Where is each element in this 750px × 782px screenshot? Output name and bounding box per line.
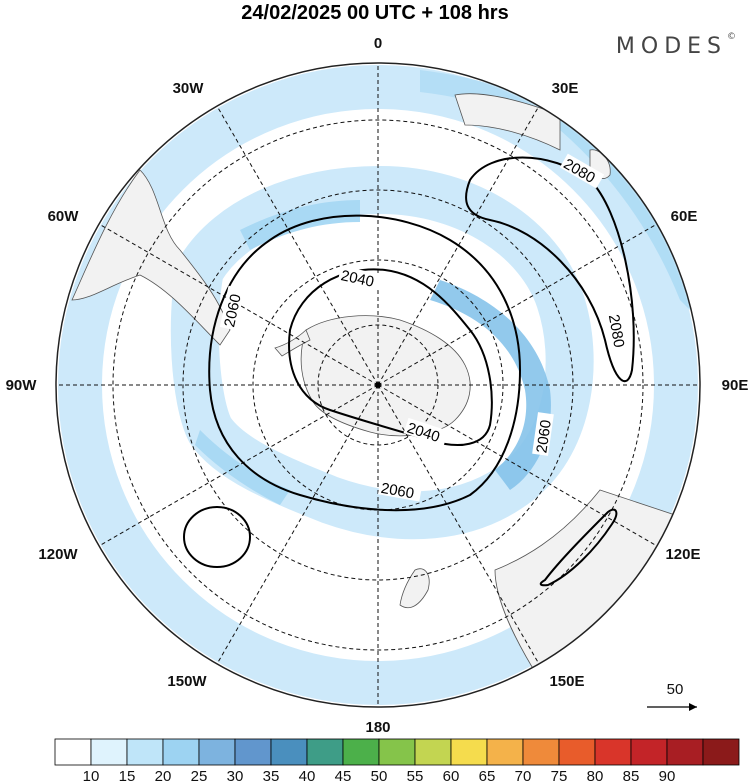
contour-closed-australia (539, 508, 618, 587)
south-america (71, 169, 231, 346)
contour-2040 (288, 268, 493, 446)
colorbar-tick-label: 20 (155, 768, 172, 782)
colorbar-segment (414, 738, 452, 766)
lon-label-120e: 120E (665, 546, 700, 563)
southern-africa (454, 93, 561, 151)
colorbar-tick-label: 50 (371, 768, 388, 782)
colorbar-tick-label: 10 (83, 768, 100, 782)
colorbar-tick-label: 45 (335, 768, 352, 782)
colorbar: 10 15 20 25 30 35 40 45 50 55 60 65 70 75 80 85 90 (54, 738, 740, 782)
colorbar-tick-label: 40 (299, 768, 316, 782)
contour-label: 2060 (221, 292, 245, 328)
contour-label: 2080 (605, 313, 628, 349)
reference-vector-label: 50 (667, 681, 684, 698)
map-title: 24/02/2025 00 UTC + 108 hrs (241, 2, 509, 24)
wind-band-jet-sw (195, 430, 290, 505)
meridians (56, 63, 700, 707)
colorbar-segment (126, 738, 164, 766)
reference-vector: 50 (647, 681, 697, 711)
colorbar-tick-label: 70 (515, 768, 532, 782)
colorbar-segment (522, 738, 560, 766)
colorbar-tick-label: 15 (119, 768, 136, 782)
lon-label-30e: 30E (552, 80, 579, 97)
contour-label: 2060 (380, 480, 416, 503)
contour-closed-sw (183, 506, 251, 568)
colorbar-segment (702, 738, 740, 766)
colorbar-segment (558, 738, 596, 766)
colorbar-segment (90, 738, 128, 766)
colorbar-tick-label: 25 (191, 768, 208, 782)
colorbar-segment (306, 738, 344, 766)
contour-labels: 2080 2080 2040 2060 2040 2060 2060 (219, 153, 630, 503)
lon-label-60e: 60E (671, 208, 698, 225)
antarctic-peninsula (274, 329, 311, 357)
lon-label-120w: 120W (38, 546, 78, 563)
lon-label-150w: 150W (167, 673, 207, 690)
colorbar-segment (162, 738, 200, 766)
lon-label-60w: 60W (48, 208, 80, 225)
colorbar-tick-label: 60 (443, 768, 460, 782)
colorbar-tick-label: 55 (407, 768, 424, 782)
colorbar-segment (234, 738, 272, 766)
colorbar-segment (270, 738, 308, 766)
longitude-labels: 0 30E 60E 90E 120E 150E 180 150W 120W 90… (6, 35, 749, 736)
arrow-head-icon (689, 703, 697, 711)
south-pole-marker (375, 382, 381, 388)
lon-label-0: 0 (374, 35, 382, 52)
contour-2060-outer (208, 214, 522, 512)
colorbar-tick-label: 80 (587, 768, 604, 782)
wind-band-jet-core (430, 280, 551, 490)
colorbar-tick-label: 85 (623, 768, 640, 782)
contour-label: 2060 (533, 419, 554, 454)
colorbar-segment (378, 738, 416, 766)
lon-label-90e: 90E (722, 377, 749, 394)
colorbar-segment (198, 738, 236, 766)
colorbar-tick-label: 35 (263, 768, 280, 782)
colorbar-segment (450, 738, 488, 766)
colorbar-tick-label: 75 (551, 768, 568, 782)
colorbar-tick-label: 65 (479, 768, 496, 782)
colorbar-segment (630, 738, 668, 766)
lon-label-90w: 90W (6, 377, 38, 394)
map-boundary (55, 62, 701, 708)
colorbar-segment (594, 738, 632, 766)
colorbar-tick-label: 90 (659, 768, 676, 782)
colorbar-tick-label: 30 (227, 768, 244, 782)
contour-label: 2040 (339, 267, 375, 291)
lon-label-150e: 150E (549, 673, 584, 690)
colorbar-segment (666, 738, 704, 766)
colorbar-segment (342, 738, 380, 766)
lon-label-30w: 30W (173, 80, 205, 97)
brand-logo: MODES© (615, 32, 736, 59)
lon-label-180: 180 (365, 719, 390, 736)
new-zealand (399, 568, 430, 609)
brand-name: MODES (615, 34, 727, 59)
copyright-mark: © (727, 32, 736, 42)
colorbar-segment (486, 738, 524, 766)
colorbar-segment (54, 738, 92, 766)
